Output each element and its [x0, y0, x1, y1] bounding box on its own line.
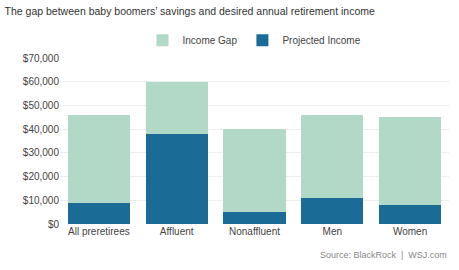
svg-text:Women: Women [393, 226, 427, 237]
svg-text:Income Gap: Income Gap [183, 35, 238, 46]
svg-text:$20,000: $20,000 [23, 171, 60, 182]
svg-text:$60,000: $60,000 [23, 76, 60, 87]
svg-text:$70,000: $70,000 [23, 53, 60, 64]
svg-text:$50,000: $50,000 [23, 100, 60, 111]
svg-text:$10,000: $10,000 [23, 195, 60, 206]
svg-text:Projected Income: Projected Income [282, 35, 360, 46]
svg-text:$30,000: $30,000 [23, 147, 60, 158]
svg-text:$40,000: $40,000 [23, 124, 60, 135]
svg-text:Men: Men [323, 226, 342, 237]
svg-text:$0: $0 [48, 219, 60, 230]
svg-text:Source: BlackRock | WSJ.com: Source: BlackRock | WSJ.com [320, 250, 447, 260]
svg-text:All preretirees: All preretirees [68, 226, 130, 237]
svg-text:The gap between baby boomers’: The gap between baby boomers’ savings an… [5, 5, 375, 17]
svg-text:Affluent: Affluent [160, 226, 194, 237]
svg-text:Nonaffluent: Nonaffluent [229, 226, 280, 237]
